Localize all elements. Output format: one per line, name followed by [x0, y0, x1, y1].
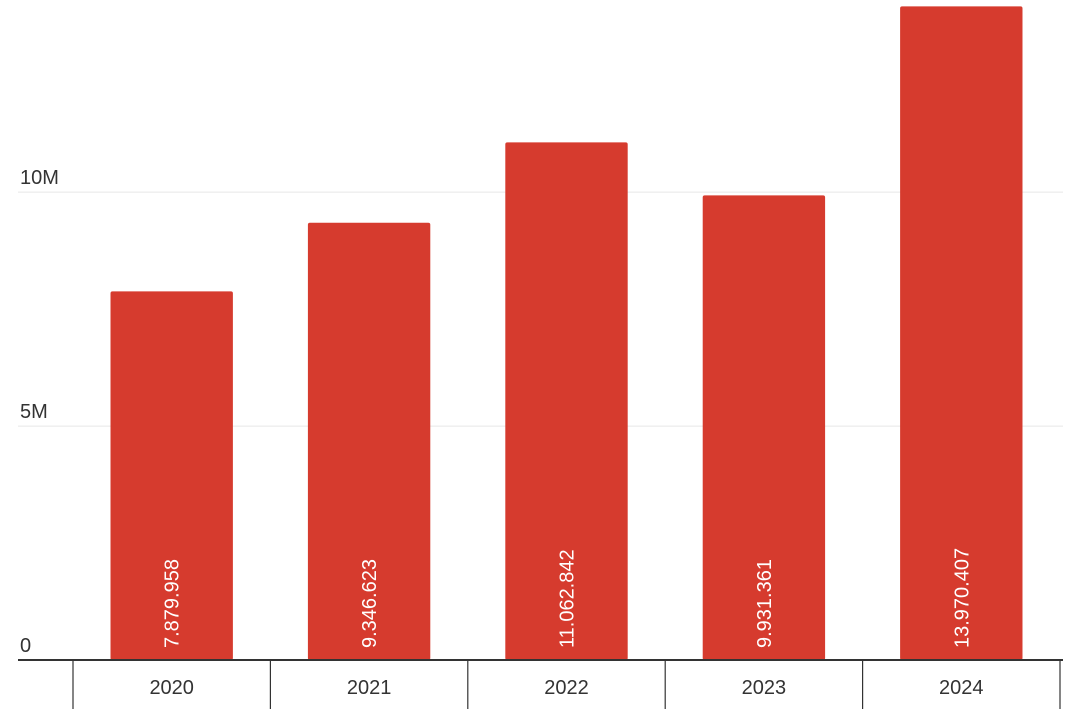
bar-2020: [110, 291, 233, 660]
data-label-2020: 7.879.958: [162, 559, 184, 648]
x-tick-label-2023: 2023: [742, 677, 787, 699]
bars: 7.879.958 9.346.623 11.062.842 9.931.361 13.…: [110, 6, 1023, 661]
bar-2024: [900, 6, 1023, 661]
data-label-2021: 9.346.623: [359, 559, 381, 648]
y-axis-ticks: 0 5M 10M: [20, 167, 59, 657]
x-tick-label-2021: 2021: [347, 677, 392, 699]
bar-2021: [307, 222, 431, 661]
x-tick-label-2024: 2024: [939, 677, 984, 699]
bar-2023: [702, 195, 826, 660]
x-tick-label-2022: 2022: [544, 677, 589, 699]
y-tick-label: 10M: [20, 167, 59, 189]
y-tick-label: 0: [20, 635, 31, 657]
x-axis: 2020 2021 2022 2023 2024: [18, 659, 1063, 709]
data-label-2024: 13.970.407: [951, 548, 973, 648]
data-label-2023: 9.931.361: [754, 559, 776, 648]
data-label-2022: 11.062.842: [557, 549, 579, 648]
bar-2022: [505, 142, 628, 660]
x-tick-label-2020: 2020: [149, 677, 194, 699]
y-tick-label: 5M: [20, 401, 48, 423]
